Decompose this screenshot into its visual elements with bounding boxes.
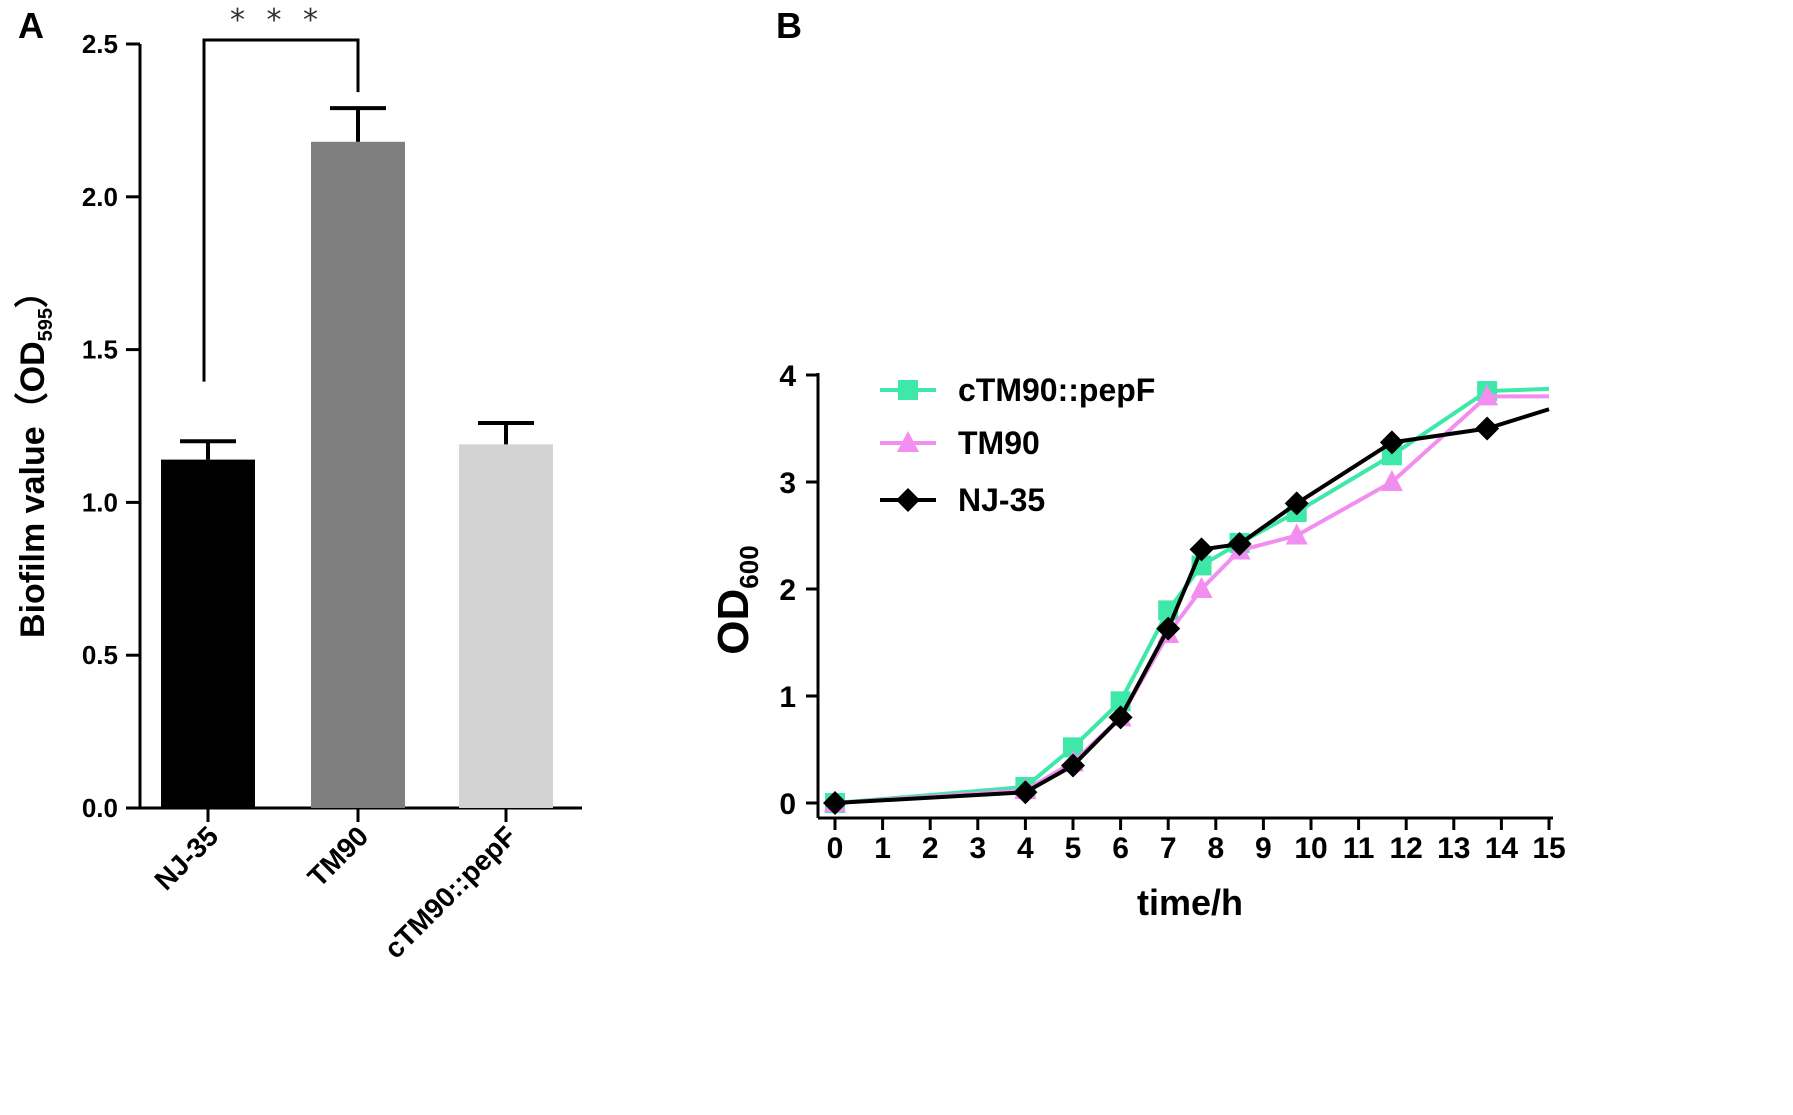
legend-label: TM90 <box>958 425 1040 461</box>
data-point-nj-35 <box>1284 491 1309 516</box>
legend-item-ctm90-pepf: cTM90::pepF <box>880 372 1155 408</box>
y-tick-label: 0.5 <box>82 640 118 670</box>
series-line-tm90 <box>834 394 1549 805</box>
x-tick-label: 2 <box>922 832 939 865</box>
legend-marker <box>897 431 919 452</box>
y-axis-title: Biofilm value（OD595） <box>13 274 57 638</box>
data-point-nj-35 <box>1227 532 1252 557</box>
series-line-nj-35 <box>834 407 1550 805</box>
y-tick-label: 2 <box>779 574 796 607</box>
y-axis-title-end: ） <box>13 274 52 308</box>
x-tick-label: 1 <box>874 832 891 865</box>
bar-nj-35 <box>161 459 255 808</box>
x-tick-label: 7 <box>1160 832 1177 865</box>
data-point-nj-35 <box>1061 753 1085 778</box>
significance-label: * * * <box>230 3 324 38</box>
y-axis-title-main: Biofilm value（OD <box>13 341 52 638</box>
x-tick-label: 15 <box>1532 832 1565 865</box>
data-point-tm90 <box>1380 470 1403 491</box>
x-tick-label: 0 <box>827 832 844 865</box>
legend-label: NJ-35 <box>958 482 1045 518</box>
legend-marker <box>898 380 918 400</box>
y-axis-title-subscript: 600 <box>734 545 764 588</box>
legend-marker <box>896 488 920 512</box>
bar-chart-bars <box>161 141 553 809</box>
y-tick-label: 4 <box>779 360 796 393</box>
bar-ctm90-pepf <box>459 444 553 808</box>
panel-b-label: B <box>776 5 802 46</box>
panel-a-label: A <box>18 5 44 46</box>
data-point-nj-35 <box>823 791 847 815</box>
data-point-nj-35 <box>1156 616 1181 641</box>
data-point-ctm90-pepf <box>1063 737 1083 758</box>
bar-tm90 <box>311 141 405 809</box>
x-tick-label: 12 <box>1390 832 1423 865</box>
line-chart-series <box>823 381 1550 815</box>
data-point-nj-35 <box>1475 416 1500 441</box>
data-point-tm90 <box>1476 384 1499 406</box>
y-tick-label: 1 <box>779 681 796 714</box>
legend-label: cTM90::pepF <box>958 372 1155 408</box>
legend-item-tm90: TM90 <box>880 425 1040 461</box>
x-tick-label: TM90 <box>302 820 375 893</box>
x-tick-label: cTM90::pepF <box>378 820 522 964</box>
data-point-nj-35 <box>1189 537 1214 562</box>
data-point-tm90 <box>1190 577 1213 598</box>
y-tick-label: 0.0 <box>82 793 118 823</box>
y-axis-title-main: OD <box>709 589 758 655</box>
series-ctm90-pepf <box>825 381 1550 813</box>
y-tick-label: 2.5 <box>82 29 118 59</box>
x-tick-label: 10 <box>1294 832 1327 865</box>
data-point-tm90 <box>1285 523 1308 545</box>
series-tm90 <box>824 384 1549 812</box>
y-tick-label: 0 <box>779 788 796 821</box>
legend-item-nj-35: NJ-35 <box>880 482 1045 518</box>
x-axis-title: time/h <box>1137 882 1243 923</box>
series-nj-35 <box>823 407 1550 815</box>
data-point-ctm90-pepf <box>1381 445 1402 466</box>
x-tick-label: 5 <box>1065 832 1082 865</box>
bar-chart-error-bars <box>180 106 534 460</box>
bar-chart-labels: Biofilm value（OD595）NJ-35 TM90 cTM90::pepF <box>13 274 522 964</box>
x-tick-label: 14 <box>1485 832 1519 865</box>
x-tick-label: NJ-35 <box>148 820 224 896</box>
x-tick-label: 13 <box>1437 832 1470 865</box>
y-axis-title: OD600 <box>709 545 764 654</box>
x-tick-label: 4 <box>1017 832 1034 865</box>
significance-bracket-line <box>202 38 360 382</box>
y-tick-label: 1.5 <box>82 335 118 365</box>
y-axis-title-subscript: 595 <box>35 308 57 341</box>
x-tick-label: 3 <box>969 832 986 865</box>
significance-bracket: * * * <box>202 3 360 382</box>
bar-chart-axes: 0.0 0.5 1.0 1.5 2.0 2.5 <box>82 29 582 823</box>
y-tick-label: 2.0 <box>82 182 118 212</box>
y-tick-label: 1.0 <box>82 487 118 517</box>
x-tick-label: 8 <box>1207 832 1224 865</box>
data-point-nj-35 <box>1013 780 1038 805</box>
bar-chart-panel: 0.0 0.5 1.0 1.5 2.0 2.5 * * * Biofilm value（O… <box>13 3 582 964</box>
y-tick-label: 3 <box>779 467 796 500</box>
data-point-nj-35 <box>1379 430 1404 455</box>
x-tick-label: 11 <box>1343 832 1375 865</box>
x-tick-label: 6 <box>1112 832 1129 865</box>
x-tick-label: 9 <box>1255 832 1272 865</box>
data-point-nj-35 <box>1108 705 1133 730</box>
